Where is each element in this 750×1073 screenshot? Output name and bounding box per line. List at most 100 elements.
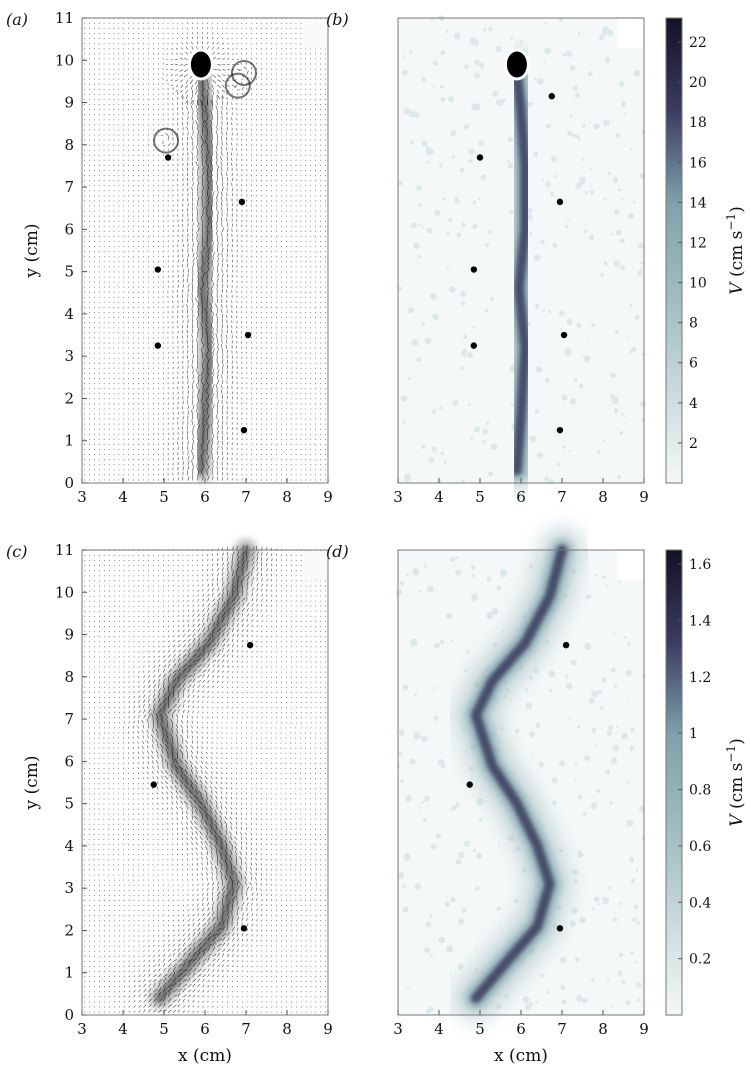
x-tick-label: 6 bbox=[200, 1020, 210, 1038]
y-tick-label: 10 bbox=[55, 51, 74, 69]
y-tick-label: 7 bbox=[64, 178, 74, 196]
marker-point-1 bbox=[466, 781, 473, 788]
object-body bbox=[190, 51, 211, 78]
colorbar-tick-label: 18 bbox=[689, 115, 707, 131]
y-tick-label: 7 bbox=[64, 710, 74, 728]
marker-point-1 bbox=[150, 781, 157, 788]
panel-label: (d) bbox=[326, 542, 349, 561]
colorbar-tick-label: 1.6 bbox=[689, 557, 711, 573]
x-tick-label: 5 bbox=[475, 488, 485, 506]
y-tick-label: 11 bbox=[55, 9, 74, 27]
x-tick-label: 6 bbox=[516, 1020, 526, 1038]
colorbar-tick-label: 12 bbox=[689, 235, 707, 251]
y-tick-label: 0 bbox=[64, 474, 74, 492]
y-tick-label: 9 bbox=[64, 626, 74, 644]
y-tick-label: 8 bbox=[64, 136, 74, 154]
x-tick-label: 7 bbox=[241, 488, 251, 506]
panel-label: (a) bbox=[6, 10, 28, 29]
marker-point-0 bbox=[548, 93, 555, 100]
vector-field-0 bbox=[84, 17, 327, 482]
masked-region bbox=[303, 551, 327, 581]
x-tick-label: 8 bbox=[282, 488, 292, 506]
colorbar-tick-label: 20 bbox=[689, 75, 707, 91]
y-tick-label: 2 bbox=[64, 389, 74, 407]
jet-core bbox=[470, 545, 567, 1004]
colorbar-tick-label: 6 bbox=[689, 356, 698, 372]
y-tick-label: 1 bbox=[64, 964, 74, 982]
marker-point-1 bbox=[238, 198, 246, 206]
marker-point-4 bbox=[560, 331, 568, 339]
speed-field-3 bbox=[395, 527, 646, 1022]
x-tick-label: 7 bbox=[557, 488, 567, 506]
colorbar-tick-label: 0.4 bbox=[689, 895, 711, 911]
jet-center bbox=[155, 545, 251, 1003]
x-tick-label: 3 bbox=[77, 488, 87, 506]
colorbar-tick-label: 22 bbox=[689, 35, 707, 51]
marker-point-0 bbox=[246, 641, 254, 649]
marker-point-2 bbox=[556, 198, 564, 206]
y-tick-label: 6 bbox=[64, 220, 74, 238]
jet-core bbox=[148, 539, 257, 1010]
colorbar-3 bbox=[665, 549, 683, 1016]
x-axis-label: x (cm) bbox=[494, 1046, 548, 1066]
marker-point-4 bbox=[154, 342, 162, 349]
colorbar-label: V (cm s−1) bbox=[724, 738, 747, 826]
vector-arrows bbox=[84, 17, 326, 481]
y-tick-label: 1 bbox=[64, 432, 74, 450]
x-tick-label: 3 bbox=[77, 1020, 87, 1038]
y-tick-label: 4 bbox=[64, 837, 74, 855]
y-tick-label: 8 bbox=[64, 668, 74, 686]
jet-core bbox=[511, 68, 531, 476]
marker-point-5 bbox=[470, 342, 478, 349]
speed-field-1 bbox=[397, 15, 647, 494]
colorbar-tick-label: 16 bbox=[689, 155, 707, 171]
x-tick-label: 9 bbox=[639, 488, 649, 506]
marker-point-3 bbox=[244, 331, 252, 339]
vector-field-2 bbox=[83, 539, 327, 1013]
masked-region bbox=[617, 19, 643, 49]
jet-center bbox=[196, 68, 214, 475]
colorbar-tick-label: 0.6 bbox=[689, 839, 711, 855]
x-tick-label: 5 bbox=[475, 1020, 485, 1038]
x-tick-label: 6 bbox=[516, 488, 526, 506]
y-tick-label: 5 bbox=[64, 263, 74, 281]
colorbar-tick-label: 1.2 bbox=[689, 670, 711, 686]
colorbar-tick-label: 0.2 bbox=[689, 952, 711, 968]
colorbar-tick-label: 4 bbox=[689, 396, 698, 412]
panel-label: (c) bbox=[6, 542, 27, 561]
colorbar-tick-label: 1.4 bbox=[689, 613, 711, 629]
colorbar-1 bbox=[665, 17, 683, 484]
marker-point-2 bbox=[240, 925, 248, 932]
colorbar-tick-label: 0.8 bbox=[689, 783, 711, 799]
marker-point-2 bbox=[154, 266, 162, 273]
x-tick-label: 9 bbox=[639, 1020, 649, 1038]
x-tick-label: 4 bbox=[434, 488, 444, 506]
x-tick-label: 8 bbox=[598, 488, 608, 506]
y-tick-label: 9 bbox=[64, 94, 74, 112]
x-tick-label: 3 bbox=[393, 1020, 403, 1038]
panel-label: (b) bbox=[326, 10, 349, 29]
x-tick-label: 4 bbox=[434, 1020, 444, 1038]
x-tick-label: 8 bbox=[282, 1020, 292, 1038]
x-tick-label: 6 bbox=[200, 488, 210, 506]
y-tick-label: 2 bbox=[64, 921, 74, 939]
colorbar-tick-label: 2 bbox=[689, 436, 698, 452]
masked-region bbox=[303, 19, 327, 49]
x-tick-label: 4 bbox=[118, 488, 128, 506]
y-tick-label: 10 bbox=[55, 583, 74, 601]
y-tick-label: 11 bbox=[55, 541, 74, 559]
marker-point-2 bbox=[556, 925, 564, 932]
vortex-0 bbox=[153, 127, 180, 154]
marker-point-1 bbox=[476, 154, 484, 161]
y-tick-label: 4 bbox=[64, 305, 74, 323]
colorbar-tick-label: 8 bbox=[689, 316, 698, 332]
x-axis-label: x (cm) bbox=[178, 1046, 232, 1066]
x-tick-label: 8 bbox=[598, 1020, 608, 1038]
colorbar-tick-label: 1 bbox=[689, 726, 698, 742]
vortex-2 bbox=[230, 59, 257, 86]
colorbar-tick-label: 14 bbox=[689, 195, 707, 211]
y-tick-label: 5 bbox=[64, 795, 74, 813]
y-tick-label: 3 bbox=[64, 347, 74, 365]
x-tick-label: 9 bbox=[323, 1020, 333, 1038]
